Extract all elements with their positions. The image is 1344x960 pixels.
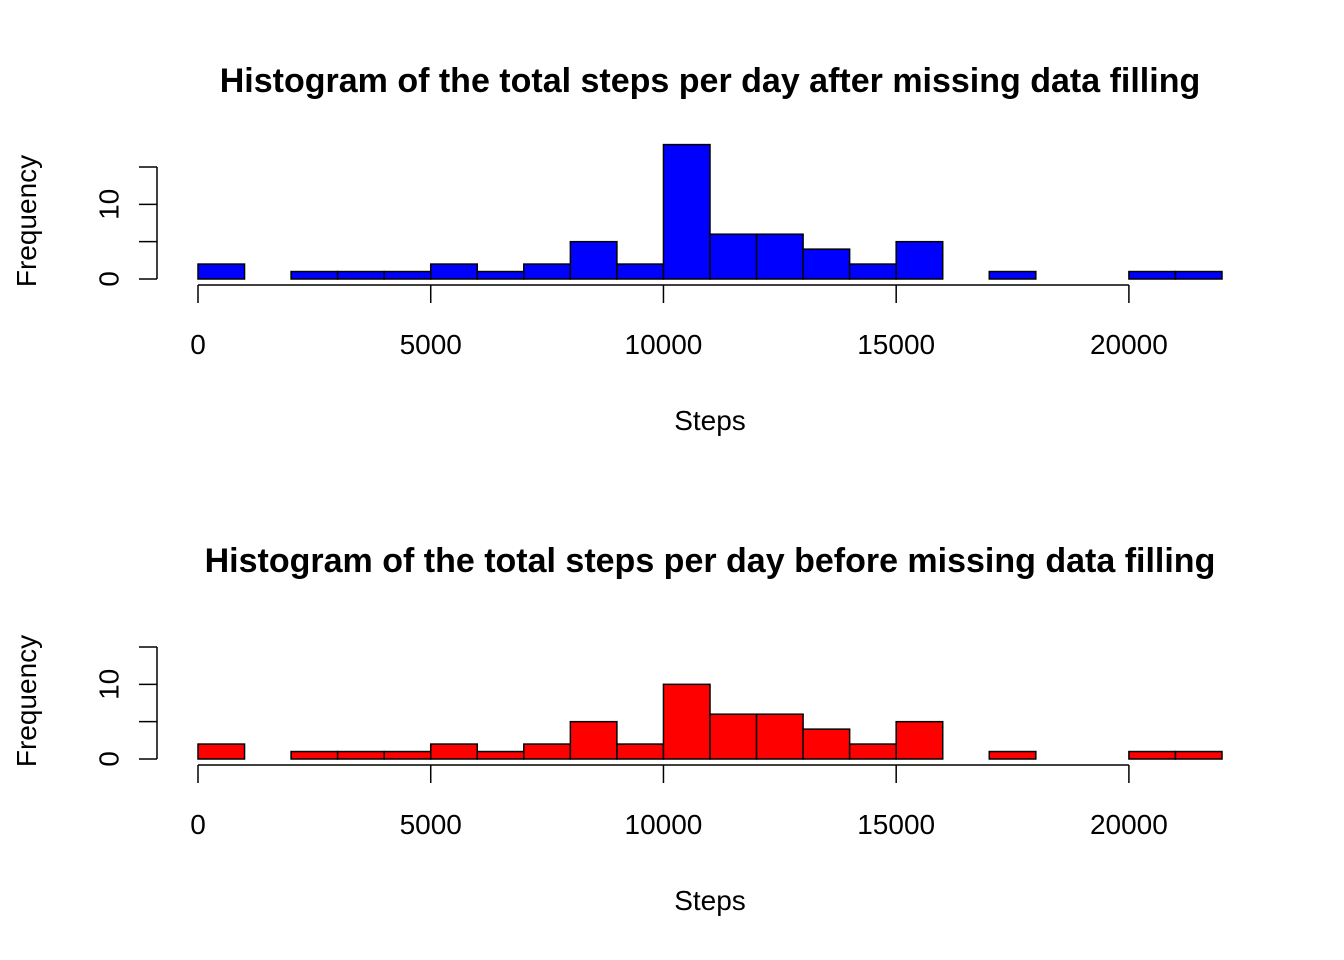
- bar: [895, 720, 944, 760]
- bar: [197, 263, 246, 280]
- histogram-before-filling: Histogram of the total steps per day bef…: [11, 542, 1223, 916]
- bar: [290, 270, 339, 280]
- bars: [197, 683, 1223, 760]
- bar: [569, 240, 618, 280]
- bar: [1174, 750, 1223, 760]
- y-tick-label: 10: [94, 669, 125, 700]
- bar: [1128, 270, 1177, 280]
- x-tick-label: 15000: [857, 809, 935, 840]
- x-axis: 0 5000 10000 15000 20000: [190, 284, 1168, 360]
- bar: [895, 240, 944, 280]
- y-tick-label: 10: [94, 189, 125, 220]
- bar: [476, 750, 525, 760]
- bar: [383, 270, 432, 280]
- y-axis-label: Frequency: [11, 635, 42, 767]
- y-axis-label: Frequency: [11, 155, 42, 287]
- bars: [197, 143, 1223, 280]
- bar: [476, 270, 525, 280]
- bar: [197, 743, 246, 760]
- x-tick-label: 5000: [400, 329, 462, 360]
- bar: [383, 750, 432, 760]
- chart-title: Histogram of the total steps per day bef…: [205, 542, 1216, 580]
- bar: [848, 743, 897, 760]
- bar: [802, 728, 851, 760]
- bar: [569, 720, 618, 760]
- x-tick-label: 15000: [857, 329, 935, 360]
- x-axis-label: Steps: [674, 405, 746, 436]
- bar: [709, 713, 758, 760]
- bar: [709, 233, 758, 280]
- bar: [336, 750, 385, 760]
- histogram-after-filling: Histogram of the total steps per day aft…: [11, 62, 1223, 436]
- x-tick-label: 20000: [1090, 329, 1168, 360]
- x-axis-label: Steps: [674, 885, 746, 916]
- chart-title: Histogram of the total steps per day aft…: [220, 62, 1201, 100]
- x-tick-label: 10000: [625, 329, 703, 360]
- bar: [988, 270, 1037, 280]
- bar: [662, 143, 711, 280]
- bar: [755, 713, 804, 760]
- bar: [1174, 270, 1223, 280]
- bar: [616, 263, 665, 280]
- bar: [616, 743, 665, 760]
- bar: [523, 743, 572, 760]
- bar: [755, 233, 804, 280]
- y-axis: 0 10: [94, 646, 158, 767]
- y-tick-label: 0: [94, 751, 125, 767]
- bar: [523, 263, 572, 280]
- x-tick-label: 0: [190, 329, 206, 360]
- bar: [336, 270, 385, 280]
- bar: [848, 263, 897, 280]
- x-tick-label: 10000: [625, 809, 703, 840]
- x-tick-label: 20000: [1090, 809, 1168, 840]
- bar: [802, 248, 851, 280]
- bar: [429, 263, 479, 280]
- bar: [290, 750, 339, 760]
- bar: [988, 750, 1037, 760]
- bar: [662, 683, 711, 760]
- bar: [429, 743, 479, 760]
- y-tick-label: 0: [94, 271, 125, 287]
- y-axis: 0 10: [94, 166, 158, 287]
- bar: [1128, 750, 1177, 760]
- x-tick-label: 0: [190, 809, 206, 840]
- x-axis: 0 5000 10000 15000 20000: [190, 764, 1168, 840]
- x-tick-label: 5000: [400, 809, 462, 840]
